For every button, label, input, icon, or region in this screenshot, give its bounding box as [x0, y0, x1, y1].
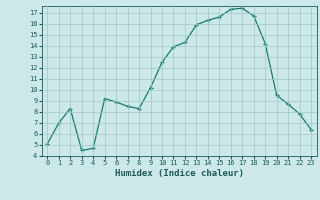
X-axis label: Humidex (Indice chaleur): Humidex (Indice chaleur) [115, 169, 244, 178]
